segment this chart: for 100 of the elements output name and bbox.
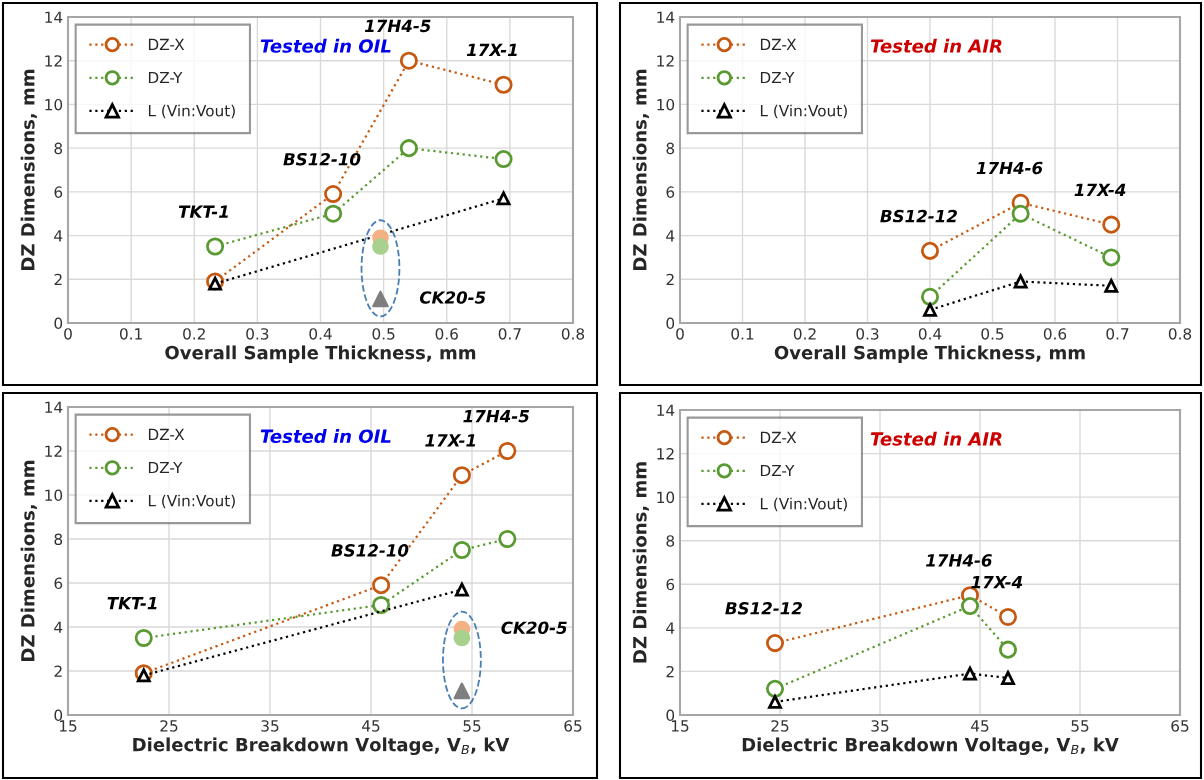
legend-label: DZ-Y (148, 71, 183, 84)
point (494, 150, 513, 169)
annotation: 17X-4 (971, 576, 1023, 589)
annotation: Tested in AIR (870, 38, 1002, 53)
x-tick-label: 45 (971, 720, 989, 732)
x-tick-label: 15 (59, 720, 77, 732)
x-axis-title: Dielectric Breakdown Voltage, V$_{B}$, kV (742, 737, 1119, 756)
point (372, 595, 391, 615)
x-tick-label: 0.6 (1043, 328, 1067, 340)
x-tick-label: 0.1 (119, 328, 142, 340)
y-tick-label: 12 (657, 448, 674, 460)
point (1104, 278, 1119, 293)
y-tick-label: 14 (45, 11, 63, 23)
y-tick-label: 2 (54, 665, 62, 677)
point (998, 607, 1018, 626)
y-tick-label: 6 (666, 578, 675, 591)
x-axis-title: Overall Sample Thickness, mm (165, 345, 476, 363)
y-tick-label: 4 (666, 230, 675, 242)
x-tick-label: 0.1 (731, 328, 754, 340)
point (920, 287, 940, 306)
y-axis-title: DZ Dimensions, mm (632, 69, 649, 270)
point (494, 75, 513, 94)
point (453, 682, 471, 700)
y-tick-label: 6 (666, 186, 675, 198)
point (963, 666, 977, 681)
x-tick-label: 0.8 (1168, 328, 1192, 340)
x-tick-label: 25 (160, 720, 178, 732)
point (1102, 248, 1121, 267)
annotation: TKT-1 (107, 597, 157, 610)
y-tick-label: 2 (54, 273, 62, 286)
y-tick-label: 0 (666, 317, 675, 330)
x-tick-label: 0.7 (498, 328, 521, 340)
point (960, 597, 980, 616)
y-tick-label: 8 (666, 535, 675, 547)
y-tick-label: 8 (54, 142, 63, 155)
point (920, 241, 940, 260)
point (768, 694, 782, 709)
annotation: BS12-12 (880, 209, 957, 223)
y-tick-label: 4 (54, 230, 63, 242)
y-tick-label: 6 (54, 186, 63, 198)
x-tick-label: 65 (1171, 720, 1189, 732)
annotation: Tested in OIL (260, 429, 391, 444)
annotation: BS12-10 (331, 544, 409, 557)
point (399, 51, 418, 70)
point (208, 276, 223, 291)
legend-label: DZ-Y (148, 461, 183, 474)
annotation: 17H4-6 (925, 554, 992, 567)
x-tick-label: 25 (771, 720, 789, 732)
y-tick-label: 4 (666, 622, 675, 634)
x-tick-label: 65 (564, 720, 582, 732)
legend-label: DZ-Y (760, 71, 795, 84)
legend-label: L (Vin:Vout) (148, 104, 235, 119)
y-tick-label: 10 (657, 491, 675, 504)
point (206, 237, 225, 256)
point (998, 640, 1018, 659)
x-tick-label: 0.7 (1106, 328, 1129, 340)
point (372, 576, 391, 595)
x-tick-label: 0.2 (793, 328, 816, 340)
point (765, 634, 785, 653)
y-tick-label: 6 (54, 577, 63, 590)
point (496, 191, 511, 206)
x-tick-label: 0.5 (981, 328, 1004, 340)
annotation: 17H4-5 (364, 19, 431, 33)
point (1011, 204, 1030, 223)
point (324, 204, 343, 223)
y-tick-label: 0 (54, 317, 63, 330)
annotation: TKT-1 (178, 205, 228, 218)
x-tick-label: 0.6 (435, 328, 458, 340)
y-tick-label: 8 (666, 142, 675, 155)
y-tick-label: 2 (666, 665, 674, 678)
x-tick-label: 15 (671, 720, 689, 732)
y-tick-label: 10 (45, 98, 63, 111)
x-tick-label: 0.4 (918, 328, 942, 340)
x-tick-label: 35 (261, 720, 279, 732)
legend-label: L (Vin:Vout) (760, 497, 847, 512)
y-tick-label: 4 (54, 621, 63, 633)
y-tick-label: 10 (45, 489, 63, 502)
x-tick-label: 0 (676, 328, 684, 340)
annotation: 17X-1 (425, 434, 476, 447)
annotation: 17X-1 (466, 43, 517, 57)
x-tick-label: 45 (362, 720, 380, 732)
x-axis-title: Overall Sample Thickness, mm (774, 345, 1085, 363)
y-tick-label: 12 (45, 445, 62, 457)
y-axis-title: DZ Dimensions, mm (20, 460, 37, 661)
annotation: BS12-10 (283, 152, 361, 166)
x-tick-label: 0.4 (309, 328, 332, 340)
point (372, 290, 389, 308)
point (498, 441, 517, 461)
y-tick-label: 10 (657, 98, 675, 111)
legend-label: DZ-Y (760, 464, 795, 477)
point (324, 185, 343, 204)
point (498, 529, 517, 549)
annotation: 17X-4 (1074, 183, 1126, 196)
y-tick-label: 14 (657, 11, 675, 23)
point (372, 238, 389, 255)
x-axis-title: Dielectric Breakdown Voltage, V$_{B}$, kV (133, 737, 510, 756)
x-tick-label: 0.2 (183, 328, 205, 340)
x-tick-label: 0.8 (561, 328, 585, 340)
point (399, 139, 418, 158)
y-tick-label: 2 (666, 273, 674, 286)
